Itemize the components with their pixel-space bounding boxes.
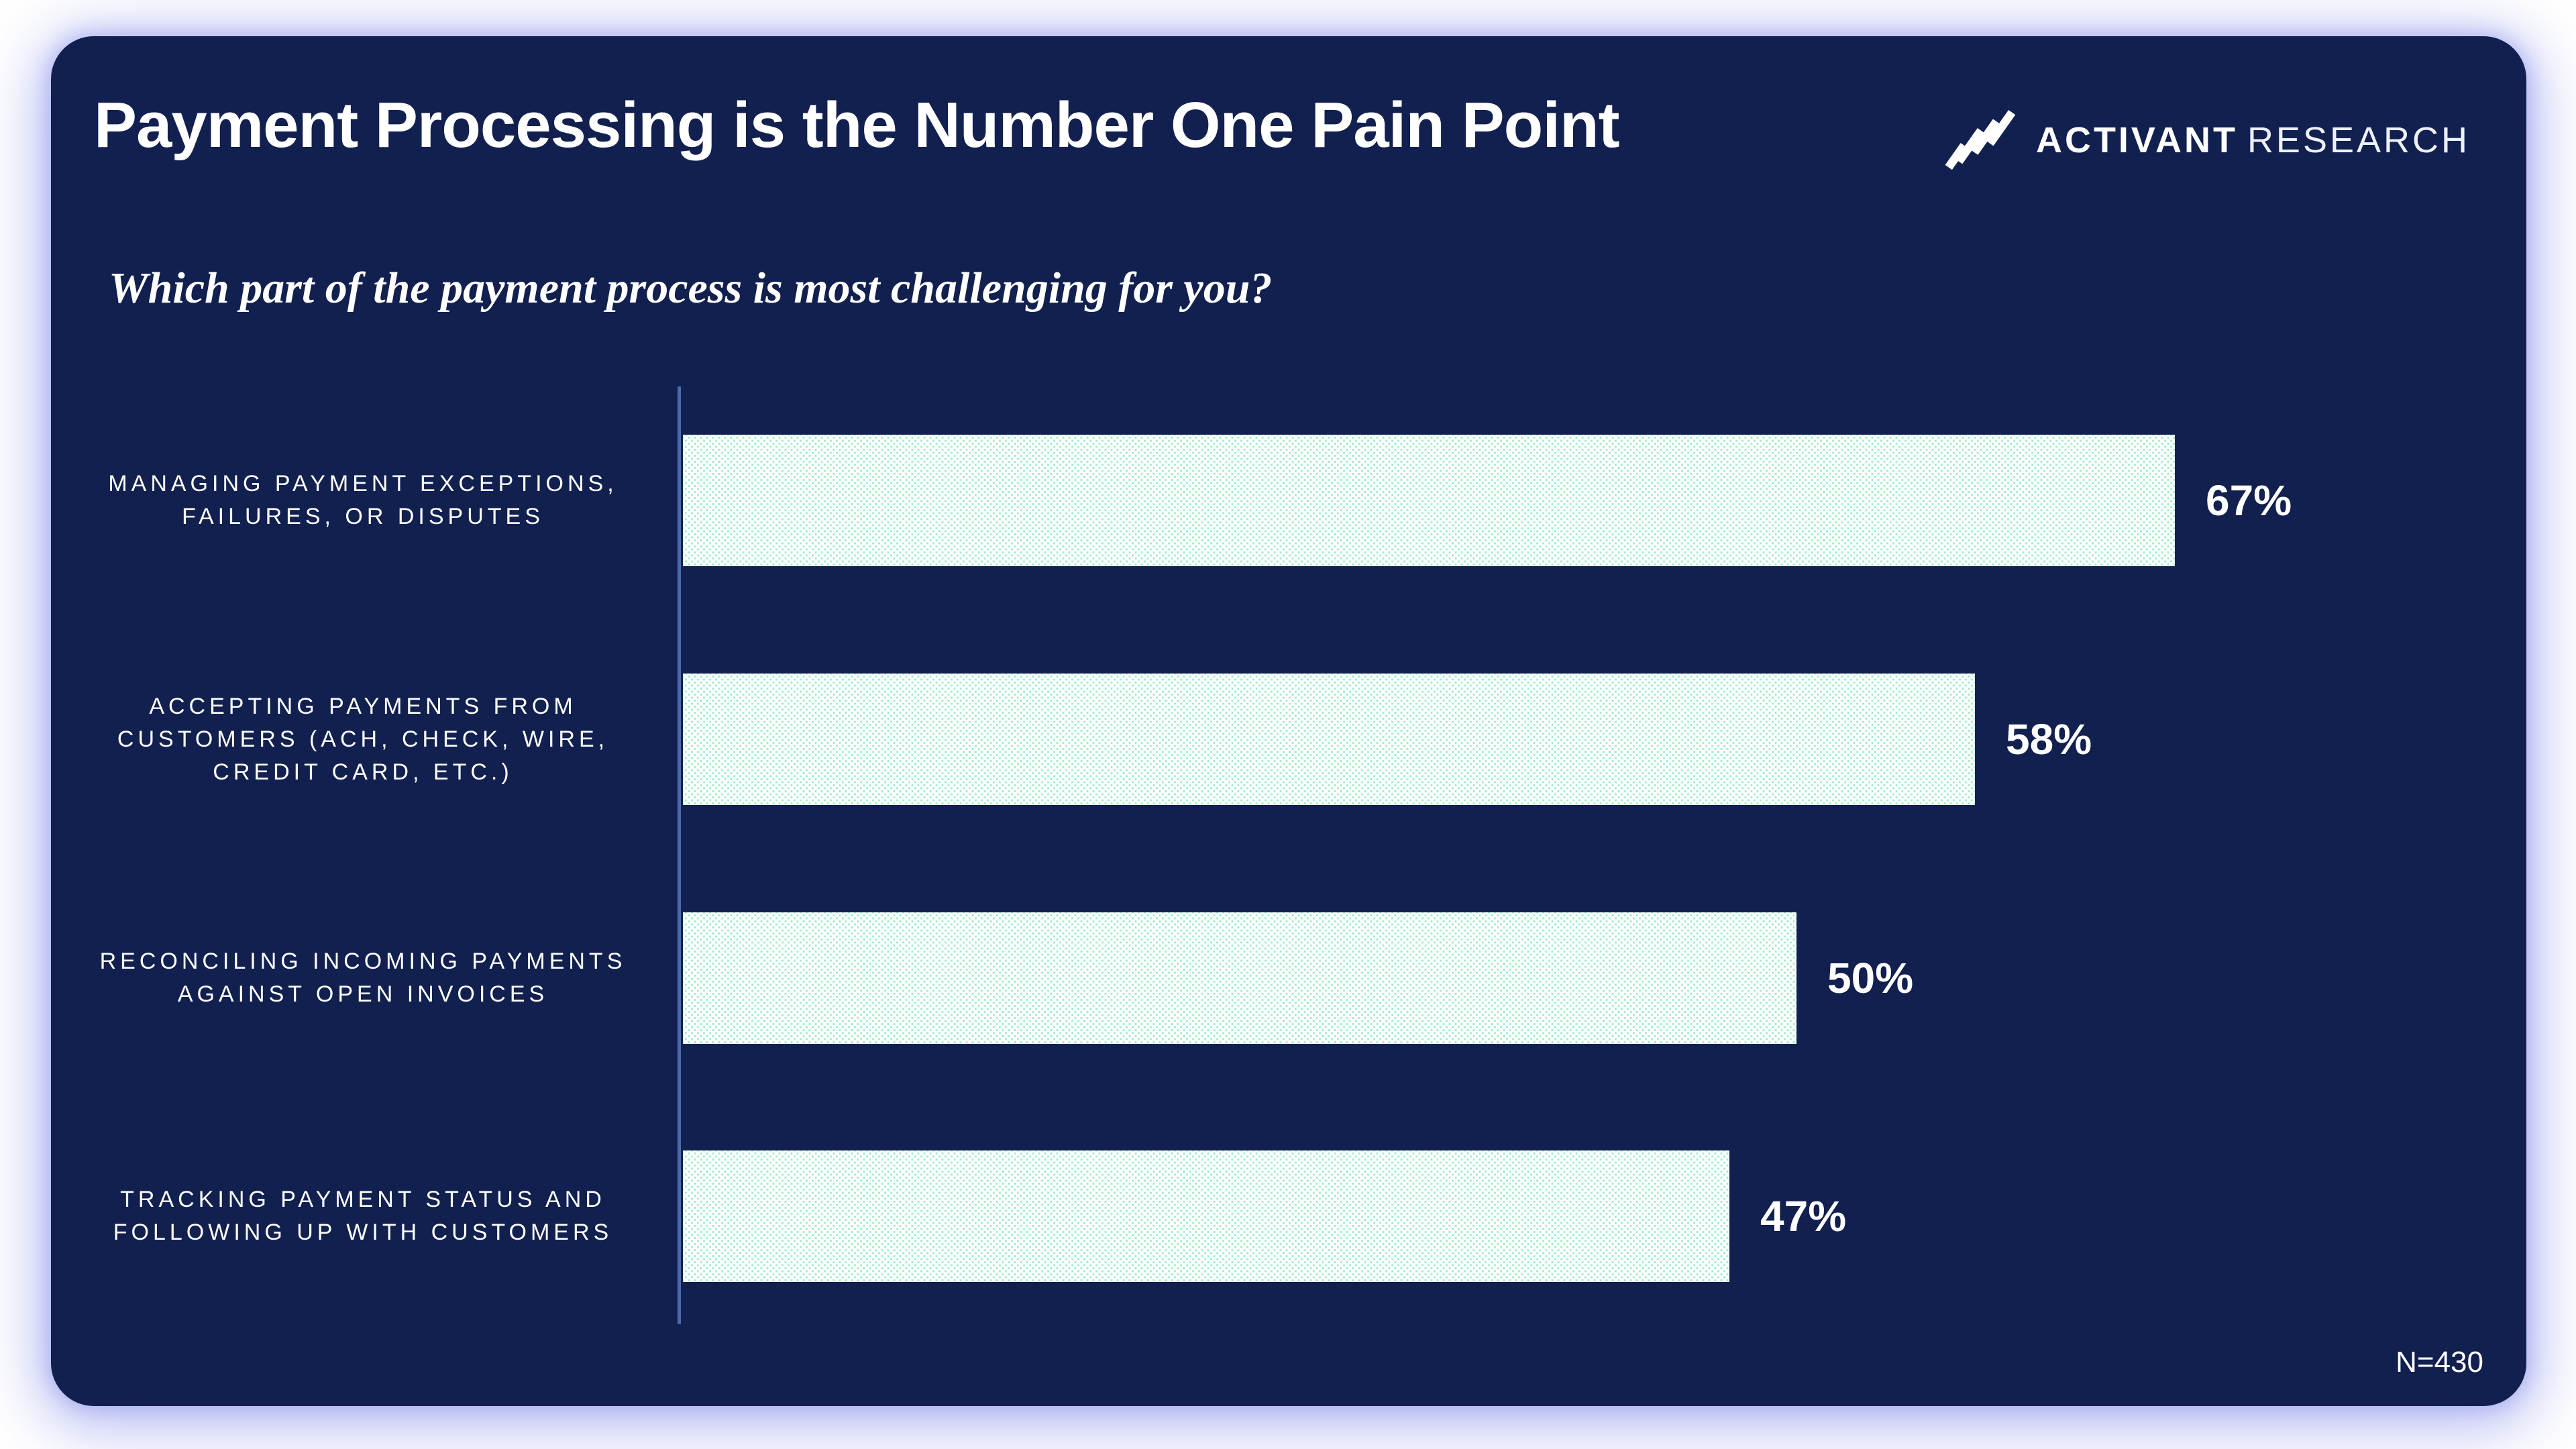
bar [683, 1150, 1729, 1282]
bar-value-label: 50% [1827, 954, 1914, 1002]
y-axis-line [678, 386, 681, 1324]
bar-value-label: 67% [2206, 476, 2292, 525]
bar-label: RECONCILING INCOMING PAYMENTS AGAINST OP… [99, 949, 627, 1007]
page-title: Payment Processing is the Number One Pai… [94, 89, 1620, 161]
bar-track: 58% [683, 674, 2526, 805]
bar-label: MANAGING PAYMENT EXCEPTIONS, FAILURES, O… [108, 471, 618, 529]
activant-stripes-icon [1941, 105, 2019, 176]
bar-track: 50% [683, 912, 2526, 1044]
bar [683, 435, 2175, 566]
chart-row: RECONCILING INCOMING PAYMENTS AGAINST OP… [51, 912, 2526, 1044]
slide-card: Payment Processing is the Number One Pai… [51, 36, 2526, 1406]
bar-chart: MANAGING PAYMENT EXCEPTIONS, FAILURES, O… [51, 36, 2526, 1406]
chart-row: ACCEPTING PAYMENTS FROM CUSTOMERS (ACH, … [51, 674, 2526, 805]
bar-value-label: 58% [2006, 715, 2092, 763]
bar-label: TRACKING PAYMENT STATUS AND FOLLOWING UP… [113, 1187, 613, 1245]
bar-value-label: 47% [1760, 1192, 1847, 1240]
chart-row: TRACKING PAYMENT STATUS AND FOLLOWING UP… [51, 1150, 2526, 1282]
bar [683, 674, 1975, 805]
brand-wordmark: ACTIVANT RESEARCH [2036, 119, 2470, 161]
bar-track: 47% [683, 1150, 2526, 1282]
bar-track: 67% [683, 435, 2526, 566]
bar-label: ACCEPTING PAYMENTS FROM CUSTOMERS (ACH, … [117, 693, 609, 785]
brand-name: ACTIVANT [2035, 120, 2238, 160]
bar [683, 912, 1796, 1044]
brand-logo: ACTIVANT RESEARCH [1941, 105, 2470, 176]
brand-suffix: RESEARCH [2247, 120, 2470, 160]
survey-question: Which part of the payment process is mos… [109, 264, 1273, 313]
sample-size-note: N=430 [2396, 1346, 2483, 1379]
chart-row: MANAGING PAYMENT EXCEPTIONS, FAILURES, O… [51, 435, 2526, 566]
